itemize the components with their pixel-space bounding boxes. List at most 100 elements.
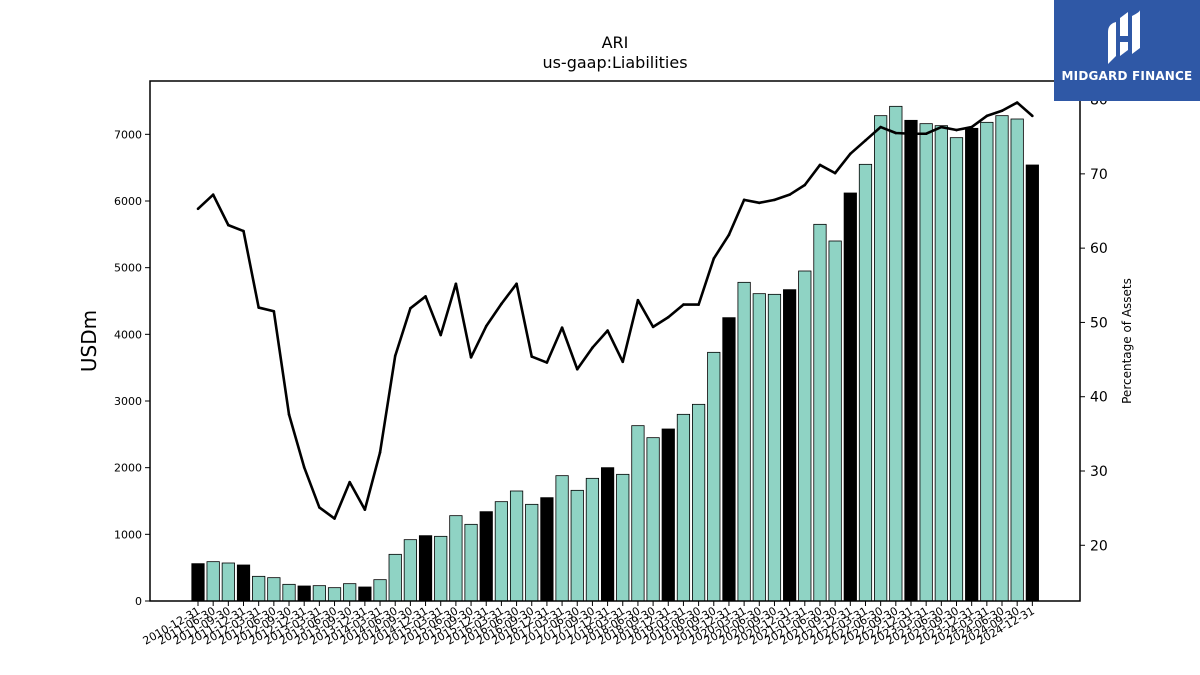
line-point-2014-06-30 [393,354,397,358]
line-point-2016-09-30 [530,355,534,358]
bar-2019-09-30 [707,351,721,602]
bar-2018-12-31 [661,428,675,602]
bar-2013-03-31 [312,585,326,602]
line-point-2015-12-31 [484,324,488,328]
line-point-2014-03-31 [378,451,382,454]
line-point-2019-12-31 [727,233,731,237]
bar-2024-12-31 [1025,164,1039,602]
line-point-2015-03-31 [439,333,443,337]
bar-2016-06-30 [509,490,524,602]
line-point-2014-09-30 [409,307,412,310]
bar-2012-12-31 [297,585,311,602]
bar-2022-09-30 [889,105,903,602]
line-point-2024-06-30 [1000,109,1004,113]
bar-2017-06-30 [570,489,584,602]
bar-2021-06-30 [813,223,827,602]
line-point-2017-03-31 [560,326,564,329]
line-point-2022-12-31 [909,132,913,136]
y-tick-label-5000: 5000 [114,262,142,275]
line-point-2022-09-30 [894,131,898,135]
line-point-2017-12-31 [606,329,609,332]
line-point-2021-03-31 [803,183,807,187]
chart-subtitle: us-gaap:Liabilities [542,53,687,72]
line-point-2016-06-30 [515,282,518,286]
y-tick-label-3000: 3000 [114,395,142,408]
bar-2013-12-31 [358,586,372,602]
line-point-2012-06-30 [272,309,276,313]
line-point-2021-06-30 [818,163,822,167]
line-point-2024-12-31 [1031,114,1034,118]
plot-frame [149,80,1081,602]
line-point-2016-03-31 [500,302,503,306]
line-point-2015-06-30 [454,282,458,286]
y2-tick-label-20: 20 [1090,538,1108,554]
line-point-2023-12-31 [970,125,973,129]
line-point-2023-09-30 [955,128,958,132]
line-point-2017-09-30 [591,346,594,349]
bar-2021-09-30 [828,240,842,602]
bar-2024-09-30 [1010,118,1024,602]
bar-2016-03-31 [494,501,509,602]
line-point-2010-12-31 [196,207,200,211]
bar-2012-09-30 [282,583,296,602]
line-point-2023-03-31 [924,132,928,136]
line-point-2013-09-30 [348,480,352,484]
line-point-2019-03-31 [682,303,685,306]
percentage-line [197,101,1034,520]
y2-tick-label-30: 30 [1090,464,1108,480]
bars-group [191,105,1039,602]
line-point-2024-09-30 [1015,101,1019,104]
bar-2023-06-30 [934,125,948,602]
axes-group: 0 1000 2000 3000 4000 5000 6000 7000 20 30 40 50 60 7… [114,93,1108,648]
line-point-2012-09-30 [287,413,291,416]
bar-2012-06-30 [267,577,281,602]
line-point-2021-09-30 [833,171,837,175]
line-point-2014-12-31 [424,295,427,298]
y-axis-label: USDm [77,310,101,372]
bar-2018-06-30 [631,425,645,602]
bar-2019-03-31 [676,413,691,602]
line-point-2011-09-30 [227,223,230,227]
bar-2023-12-31 [965,127,979,602]
line-point-2012-12-31 [302,465,306,469]
line-point-2021-12-31 [849,152,852,156]
y-tick-label-6000: 6000 [114,195,142,208]
bar-2015-03-31 [434,535,448,602]
line-point-2020-09-30 [773,198,776,202]
line-point-2020-03-31 [742,198,746,202]
line-point-2012-03-31 [257,306,260,309]
y2-tick-label-70: 70 [1090,167,1108,183]
line-point-2022-06-30 [879,125,882,129]
bar-2024-06-30 [995,115,1009,602]
line-point-2023-06-30 [940,125,943,129]
line-point-2013-03-31 [318,506,321,509]
bar-2023-03-31 [919,123,933,602]
line-point-2018-12-31 [666,315,670,319]
bar-2014-09-30 [403,539,417,602]
bar-2022-06-30 [874,115,888,602]
line-point-2018-09-30 [651,325,655,329]
y2-tick-label-40: 40 [1090,390,1108,406]
line-point-2020-12-31 [788,193,791,196]
line-point-2019-09-30 [712,257,716,260]
y-tick-label-7000: 7000 [114,128,142,141]
bar-2021-03-31 [798,270,812,602]
bar-2017-03-31 [555,475,569,602]
bar-2012-03-31 [252,575,266,602]
bar-2019-12-31 [722,317,736,602]
bar-2016-12-31 [540,497,554,602]
bar-2011-09-30 [221,562,235,602]
y-tick-label-0: 0 [135,595,142,608]
bar-2020-09-30 [767,293,782,602]
bar-2015-12-31 [479,511,493,602]
bar-2014-06-30 [388,553,402,602]
y2-tick-label-50: 50 [1090,315,1108,331]
line-point-2013-12-31 [363,508,367,511]
y-tick-label-1000: 1000 [114,528,142,541]
line-point-2011-12-31 [242,229,245,233]
chart-title: ARI [602,33,629,52]
y2-tick-label-60: 60 [1090,241,1108,257]
bar-2018-03-31 [616,473,630,602]
bar-2010-12-31 [191,563,205,602]
bar-2016-09-30 [525,503,539,602]
